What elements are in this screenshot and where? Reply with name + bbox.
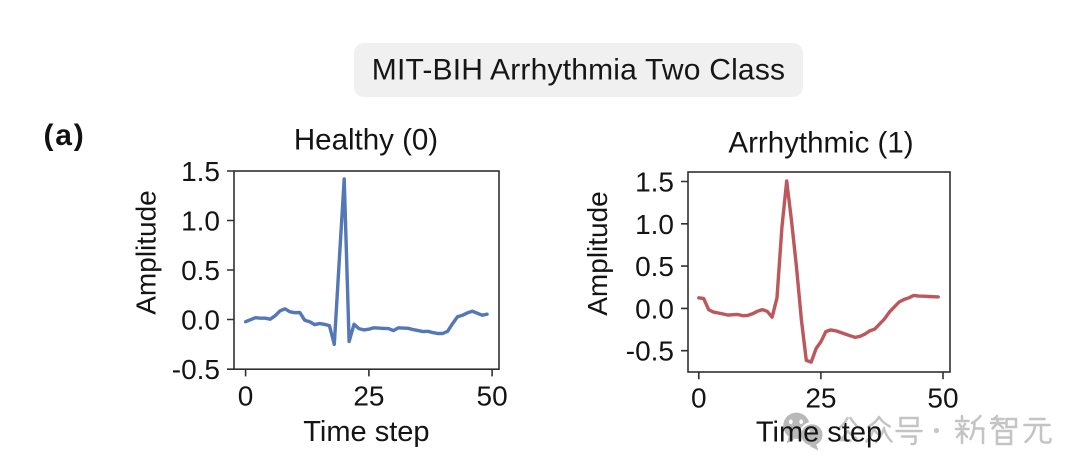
svg-text:0.5: 0.5 <box>181 255 220 286</box>
svg-text:Arrhythmic (1): Arrhythmic (1) <box>728 127 913 160</box>
svg-text:-0.5: -0.5 <box>626 336 674 367</box>
svg-text:Healthy (0): Healthy (0) <box>294 124 438 157</box>
svg-text:0: 0 <box>238 381 254 412</box>
svg-text:1.0: 1.0 <box>181 206 220 237</box>
svg-text:Time step: Time step <box>303 416 429 448</box>
svg-text:0.0: 0.0 <box>635 293 674 324</box>
svg-text:50: 50 <box>927 383 958 414</box>
svg-text:25: 25 <box>353 381 384 412</box>
svg-text:Amplitude: Amplitude <box>131 190 162 315</box>
svg-text:-0.5: -0.5 <box>172 354 220 385</box>
svg-text:Amplitude: Amplitude <box>582 191 613 316</box>
svg-text:50: 50 <box>477 381 508 412</box>
svg-text:Time step: Time step <box>756 416 882 448</box>
svg-text:0.5: 0.5 <box>635 251 674 282</box>
svg-text:1.0: 1.0 <box>635 209 674 240</box>
svg-text:0: 0 <box>691 383 707 414</box>
svg-text:0.0: 0.0 <box>181 305 220 336</box>
svg-text:MIT-BIH Arrhythmia Two Class: MIT-BIH Arrhythmia Two Class <box>372 54 785 87</box>
svg-text:25: 25 <box>805 383 836 414</box>
svg-text:1.5: 1.5 <box>635 167 674 198</box>
svg-text:(a): (a) <box>44 119 86 152</box>
svg-text:1.5: 1.5 <box>181 156 220 187</box>
